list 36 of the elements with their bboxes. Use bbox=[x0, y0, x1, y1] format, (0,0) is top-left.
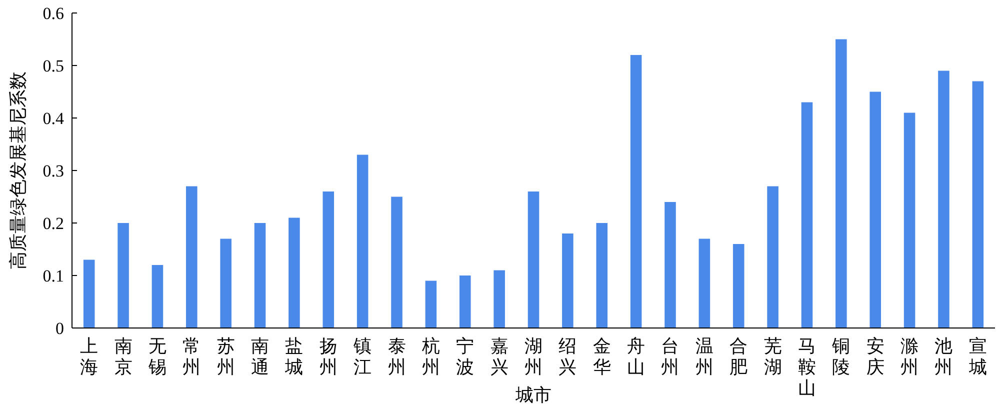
y-tick-label: 0.4 bbox=[42, 109, 64, 128]
x-tick-label: 金华 bbox=[592, 336, 611, 377]
x-tick-label: 绍兴 bbox=[558, 336, 577, 377]
y-tick-label: 0.6 bbox=[42, 4, 64, 23]
y-axis-title: 高质量绿色发展基尼系数 bbox=[8, 72, 28, 270]
y-tick-label: 0.2 bbox=[42, 214, 64, 233]
x-tick-label: 马鞍山 bbox=[798, 336, 816, 398]
x-tick-label: 宁波 bbox=[456, 336, 474, 377]
y-tick-label: 0.3 bbox=[42, 162, 64, 180]
x-tick-label: 嘉兴 bbox=[490, 336, 508, 377]
y-tick-label: 0.5 bbox=[42, 56, 64, 76]
x-tick-label: 杭州 bbox=[420, 336, 440, 377]
x-tick-label: 盐城 bbox=[284, 336, 304, 377]
x-tick-label: 湖州 bbox=[524, 336, 542, 377]
x-tick-label: 扬州 bbox=[319, 336, 338, 377]
x-tick-label: 宣城 bbox=[968, 336, 987, 377]
x-tick-label: 镇江 bbox=[352, 336, 372, 377]
x-tick-label: 南通 bbox=[251, 336, 270, 377]
x-tick-label: 合肥 bbox=[730, 336, 748, 377]
x-tick-label: 台州 bbox=[661, 336, 680, 377]
x-tick-label: 无锡 bbox=[147, 336, 166, 377]
x-tick-label: 铜陵 bbox=[831, 336, 850, 377]
x-tick-label: 常州 bbox=[182, 336, 201, 377]
x-tick-label: 安庆 bbox=[866, 336, 884, 377]
x-tick-label: 南京 bbox=[114, 336, 132, 377]
x-tick-label: 泰州 bbox=[388, 336, 406, 377]
x-tick-label: 苏州 bbox=[216, 336, 235, 377]
x-tick-label: 上海 bbox=[80, 336, 98, 377]
y-tick-label: 0 bbox=[56, 319, 64, 338]
x-axis-title: 城市 bbox=[514, 385, 552, 405]
x-tick-label: 池州 bbox=[934, 336, 953, 377]
x-tick-label: 温州 bbox=[695, 336, 714, 377]
x-tick-label: 芜湖 bbox=[764, 336, 782, 377]
y-tick-label: 0.1 bbox=[42, 266, 64, 286]
x-tick-label: 舟山 bbox=[627, 336, 646, 377]
x-tick-label: 滁州 bbox=[900, 336, 919, 377]
